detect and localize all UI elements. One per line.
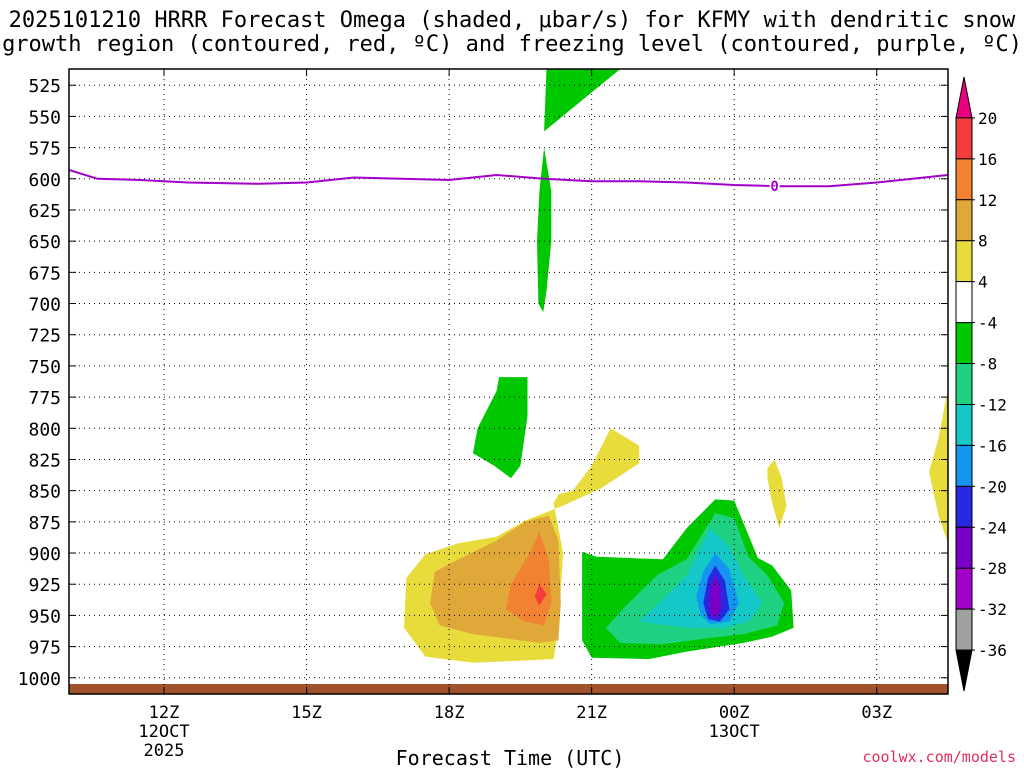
y-tick-label: 975 <box>28 638 61 659</box>
freezing-level-label: 0 <box>770 179 778 195</box>
x-tick-label: 13OCT <box>709 722 760 742</box>
x-tick-label: 00Z <box>719 703 750 723</box>
omega-region-0 <box>544 69 621 132</box>
colorbar-bin <box>955 76 973 119</box>
colorbar-bin <box>955 117 973 160</box>
omega-region-6 <box>534 584 547 606</box>
x-tick-label: 12OCT <box>138 722 189 742</box>
colorbar-label: -16 <box>978 436 1007 455</box>
colorbar-bin <box>955 526 973 569</box>
colorbar-bin <box>955 444 973 487</box>
y-tick-label: 825 <box>28 450 61 471</box>
x-tick-label: 12Z <box>149 703 180 723</box>
ground-layer <box>69 684 948 694</box>
omega-region-1 <box>537 147 552 313</box>
omega-region-14 <box>929 388 948 544</box>
colorbar-label: 20 <box>978 109 997 128</box>
plot-area: 0 <box>69 69 948 694</box>
colorbar-label: 8 <box>978 232 988 251</box>
x-tick-label: 2025 <box>144 741 185 761</box>
y-tick-label: 775 <box>28 388 61 409</box>
y-tick-label: 525 <box>28 76 61 97</box>
chart-title-line2: growth region (contoured, red, ºC) and f… <box>2 32 1022 57</box>
colorbar-bin <box>955 322 973 365</box>
freezing-level-label-bg <box>769 179 780 194</box>
colorbar-bin <box>955 363 973 405</box>
colorbar-bin <box>955 403 973 446</box>
colorbar-label: 16 <box>978 150 997 169</box>
colorbar-label: -36 <box>978 641 1007 660</box>
y-tick-label: 875 <box>28 513 61 534</box>
y-tick-label: 900 <box>28 544 61 565</box>
x-tick-label: 18Z <box>434 703 465 723</box>
y-tick-label: 950 <box>28 606 61 627</box>
y-tick-label: 700 <box>28 295 61 316</box>
colorbar-bin <box>955 608 973 651</box>
x-tick-label: 15Z <box>291 703 322 723</box>
colorbar-label: 12 <box>978 191 997 210</box>
y-tick-label: 650 <box>28 232 61 253</box>
chart-title-line1: 2025101210 HRRR Forecast Omega (shaded, … <box>8 8 1016 33</box>
colorbar-bin <box>955 240 973 283</box>
colorbar-bin <box>955 199 973 242</box>
y-tick-label: 550 <box>28 107 61 128</box>
omega-region-13 <box>767 459 787 529</box>
y-tick-label: 725 <box>28 326 61 347</box>
colorbar-bin <box>955 567 973 610</box>
colorbar-label: -28 <box>978 559 1007 578</box>
x-axis-label: Forecast Time (UTC) <box>396 746 625 768</box>
y-tick-label: 750 <box>28 357 61 378</box>
colorbar-label: -20 <box>978 477 1007 496</box>
colorbar-bin <box>955 158 973 201</box>
y-tick-label: 575 <box>28 139 61 160</box>
axes: 525 550 575 600 625 650 675 700 725 750 775 800 825 8… <box>18 68 949 761</box>
y-tick-label: 800 <box>28 419 61 440</box>
y-tick-label: 925 <box>28 575 61 596</box>
omega-region-12 <box>709 575 721 620</box>
colorbar-label: -32 <box>978 600 1007 619</box>
colorbar-bin <box>955 649 973 692</box>
plot-frame <box>68 68 949 695</box>
y-tick-label: 1000 <box>18 669 61 690</box>
y-tick-label: 850 <box>28 482 61 503</box>
colorbar-bin <box>955 281 973 324</box>
colorbar-label: 4 <box>978 273 988 292</box>
colorbar-label: -24 <box>978 518 1007 537</box>
x-tick-label: 03Z <box>861 703 892 723</box>
x-tick-label: 21Z <box>576 703 607 723</box>
colorbar: 20 16 12 8 4 -4 -8 -12 -16 -20 -24 -28 -32 -36 <box>955 76 1007 692</box>
y-tick-label: 600 <box>28 170 61 191</box>
y-tick-label: 675 <box>28 263 61 284</box>
freezing-level-line <box>69 169 948 188</box>
credit-text: coolwx.com/models <box>862 748 1016 766</box>
y-tick-label: 625 <box>28 201 61 222</box>
colorbar-label: -8 <box>978 355 997 374</box>
colorbar-label: -12 <box>978 395 1007 414</box>
omega-region-2 <box>472 377 528 479</box>
colorbar-bin <box>955 485 973 528</box>
colorbar-label: -4 <box>978 314 997 333</box>
